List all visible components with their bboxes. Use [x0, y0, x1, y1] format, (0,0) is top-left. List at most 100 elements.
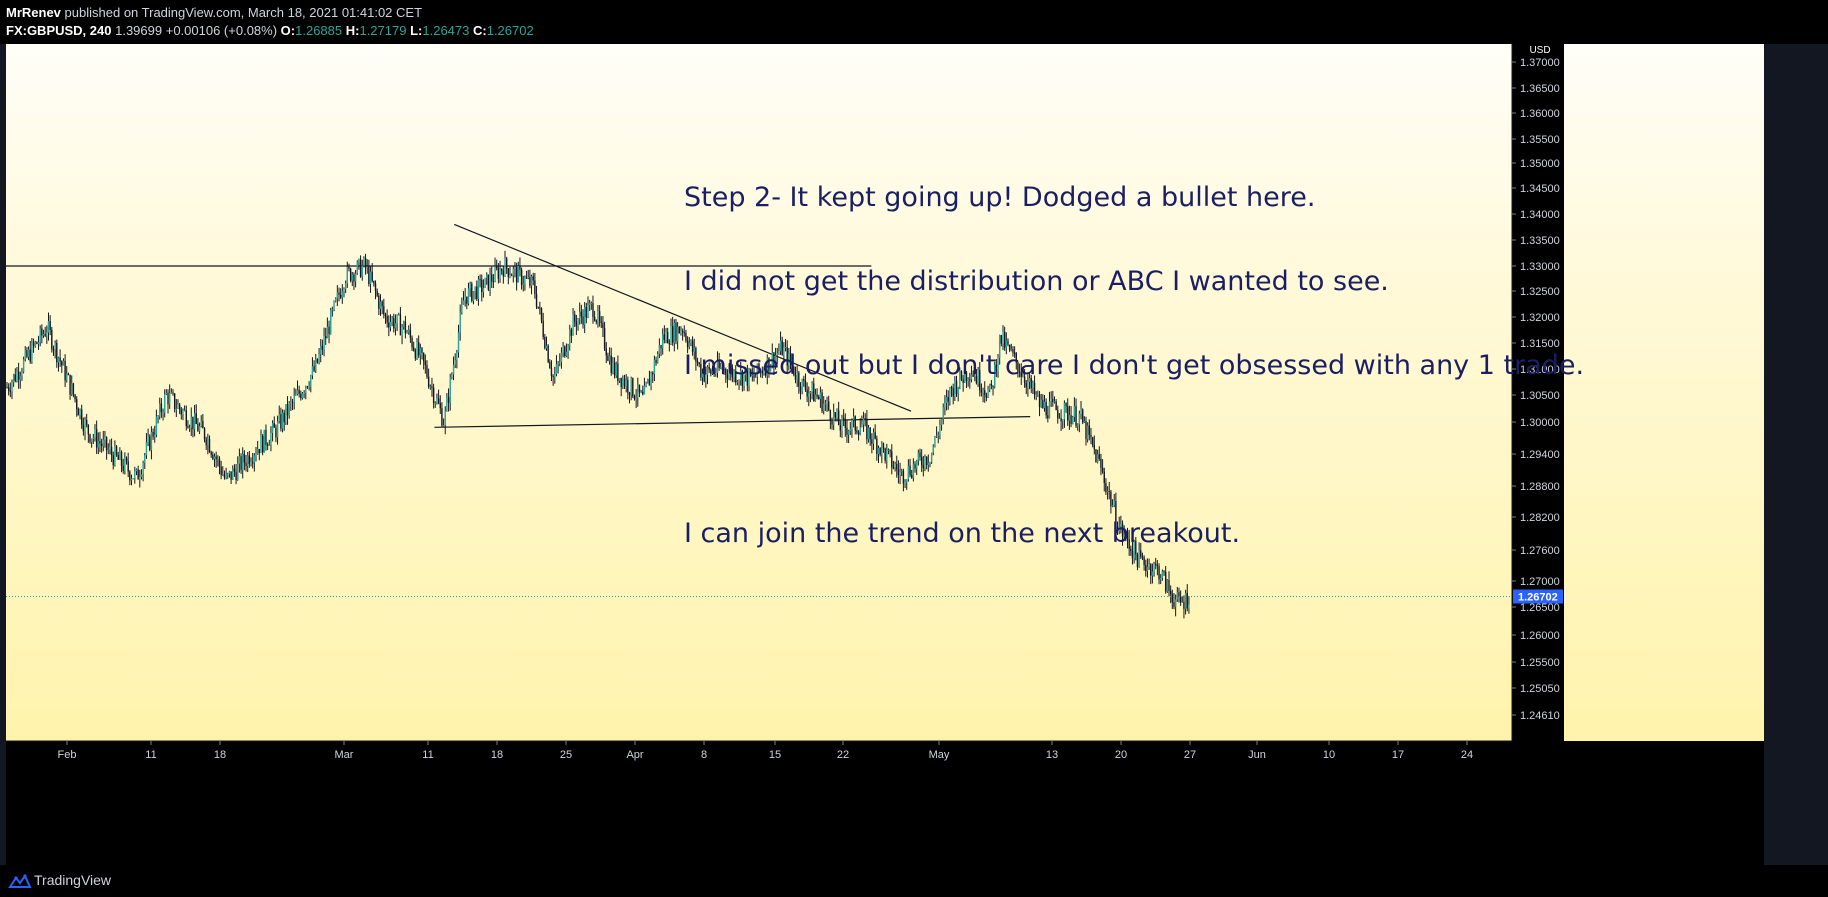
candle-body [190, 416, 192, 428]
candle [90, 438, 93, 448]
candle [975, 369, 978, 385]
candle-body [1000, 335, 1003, 344]
tradingview-logo-icon[interactable] [8, 873, 32, 889]
price-chart[interactable]: USD1.370001.365001.360001.355001.350001.… [6, 44, 1764, 865]
candle-body [1146, 566, 1149, 572]
candle [154, 425, 156, 443]
candle [535, 285, 538, 309]
candle-body [150, 431, 153, 451]
chart-pane[interactable]: USD 1.37000 1.36500 1.36000 1.35500 1.35000 1.… [6, 44, 1764, 865]
candle [544, 333, 546, 350]
candle [11, 379, 13, 400]
price-axis[interactable] [1512, 44, 1564, 865]
candle-body [358, 259, 360, 263]
candle-body [1156, 565, 1159, 567]
candle [527, 269, 529, 280]
candle [311, 357, 314, 380]
candle-body [955, 380, 958, 395]
candle-body [695, 348, 697, 362]
candle-body [932, 446, 934, 453]
candle-body [622, 378, 624, 388]
candle [1120, 515, 1122, 534]
candle-body [502, 270, 505, 277]
candle-body [401, 326, 403, 336]
trade-annotation[interactable]: Step 2- It kept going up! Dodged a bulle… [684, 128, 1584, 604]
candle [432, 383, 435, 409]
candle-body [595, 320, 597, 322]
candle [486, 272, 488, 285]
candle-body [242, 453, 244, 471]
tradingview-brand[interactable]: TradingView [34, 872, 112, 888]
candle-body [444, 411, 446, 426]
candle-body [1047, 415, 1049, 419]
candle [746, 364, 749, 392]
candle [187, 420, 189, 429]
candle [949, 386, 951, 406]
candle-body [109, 446, 111, 450]
candle-body [26, 350, 28, 357]
symbol-label[interactable]: FX:GBPUSD, 240 [6, 23, 112, 38]
candle-body [745, 370, 747, 375]
candle-body [41, 328, 43, 336]
candle-body [1052, 398, 1054, 402]
candle-body [223, 474, 226, 478]
candle-body [949, 387, 951, 402]
candle [984, 381, 986, 403]
candle [1135, 536, 1137, 561]
candle [207, 433, 209, 455]
last-price: 1.39699 [115, 23, 163, 38]
candle-body [992, 385, 994, 388]
x-tick-label: 18 [491, 749, 503, 761]
descending-trendline[interactable] [454, 223, 912, 412]
candle [1166, 579, 1169, 593]
candle-body [6, 387, 8, 389]
candle-body [29, 349, 31, 362]
candle [1160, 574, 1162, 585]
candle-body [899, 471, 901, 475]
candle-body [942, 407, 944, 419]
candle-body [391, 318, 393, 322]
candle [542, 312, 544, 340]
candle [203, 427, 206, 443]
candle [540, 307, 543, 324]
candle-body [583, 307, 586, 325]
candle [398, 312, 400, 316]
author-name[interactable]: MrRenev [6, 5, 61, 20]
candle [331, 306, 334, 317]
candle-body [500, 268, 503, 271]
candle-body [383, 306, 385, 315]
candle-body [273, 423, 275, 428]
time-axis[interactable] [6, 741, 1764, 865]
candle-body [7, 387, 10, 391]
candle-body [537, 306, 539, 308]
x-tick-label: 24 [1461, 749, 1473, 761]
candle [839, 420, 842, 438]
candle [1063, 400, 1066, 428]
candle-body [419, 348, 422, 356]
candle [281, 409, 284, 433]
candle-body [597, 311, 599, 322]
candle-body [861, 424, 863, 428]
candle-body [105, 437, 108, 451]
candle [64, 354, 66, 387]
candle [600, 316, 602, 329]
candle-body [283, 412, 285, 422]
ascending-trendline[interactable] [434, 416, 1031, 428]
candle [864, 413, 866, 427]
candle-body [828, 401, 830, 411]
candle [1047, 405, 1049, 423]
candle-body [404, 321, 407, 334]
candle [1169, 585, 1172, 604]
candle-body [1164, 571, 1167, 592]
candle [313, 360, 315, 373]
candle-body [1038, 394, 1041, 407]
candle [660, 344, 662, 357]
candle [280, 407, 282, 432]
candle [159, 397, 161, 420]
ohlc-legend: FX:GBPUSD, 240 1.39699 +0.00106 (+0.08%)… [6, 23, 534, 38]
candle [31, 337, 33, 364]
candle-body [422, 352, 425, 362]
candle [120, 450, 123, 473]
candle [842, 409, 845, 427]
y-tick-label: 1.35500 [1520, 134, 1560, 146]
